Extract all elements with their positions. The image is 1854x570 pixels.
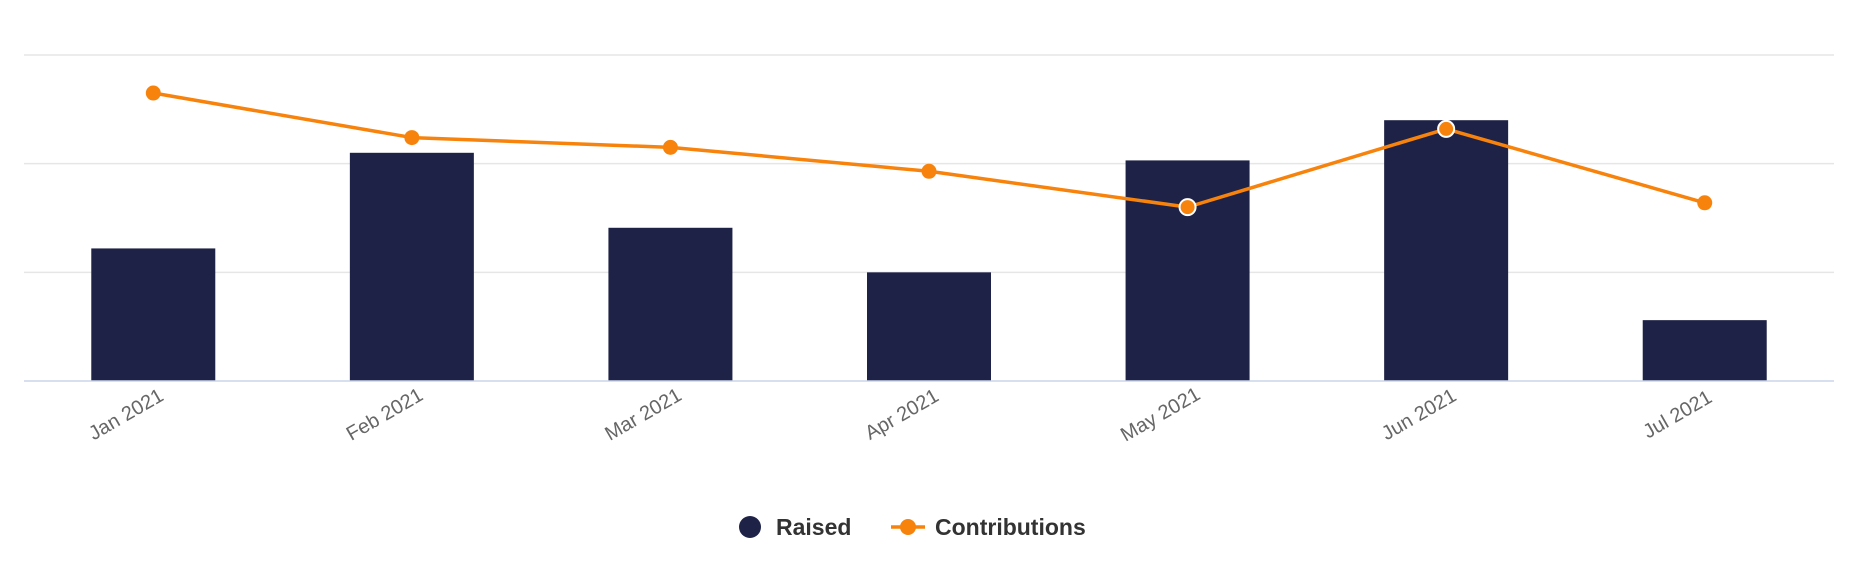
- x-tick-label: Apr 2021: [861, 385, 942, 445]
- bar-raised: [1642, 320, 1767, 381]
- x-tick-label: Jun 2021: [1378, 385, 1460, 445]
- x-axis-tick-labels: Jan 2021 Feb 2021 Mar 2021 Apr 2021 May 2021…: [85, 383, 1716, 446]
- contributions-point: [921, 163, 937, 179]
- contributions-point: [1178, 198, 1197, 217]
- legend-contributions-marker: [900, 519, 916, 535]
- legend-contributions-label: Contributions: [935, 514, 1086, 540]
- legend-raised-label: Raised: [776, 514, 851, 540]
- x-tick-label: May 2021: [1117, 383, 1204, 446]
- contributions-point: [404, 130, 420, 146]
- x-tick-label: Mar 2021: [601, 384, 685, 445]
- x-tick-label: Feb 2021: [343, 384, 427, 445]
- x-tick-label: Jan 2021: [85, 385, 167, 445]
- contributions-points: [145, 85, 1713, 217]
- legend-raised-symbol: [739, 516, 761, 538]
- x-tick-label: Jul 2021: [1639, 386, 1715, 443]
- bar-raised: [1384, 120, 1509, 381]
- bar-raised: [349, 152, 474, 381]
- contributions-point: [1437, 119, 1456, 138]
- bar-raised: [867, 272, 991, 381]
- bar-raised: [91, 248, 216, 381]
- contributions-point: [662, 139, 678, 155]
- contributions-point: [1697, 195, 1713, 211]
- raised-bars: [91, 120, 1767, 381]
- bar-raised: [1125, 160, 1250, 381]
- legend: Raised Contributions: [739, 514, 1086, 540]
- bar-raised: [608, 227, 733, 381]
- contributions-point: [145, 85, 161, 101]
